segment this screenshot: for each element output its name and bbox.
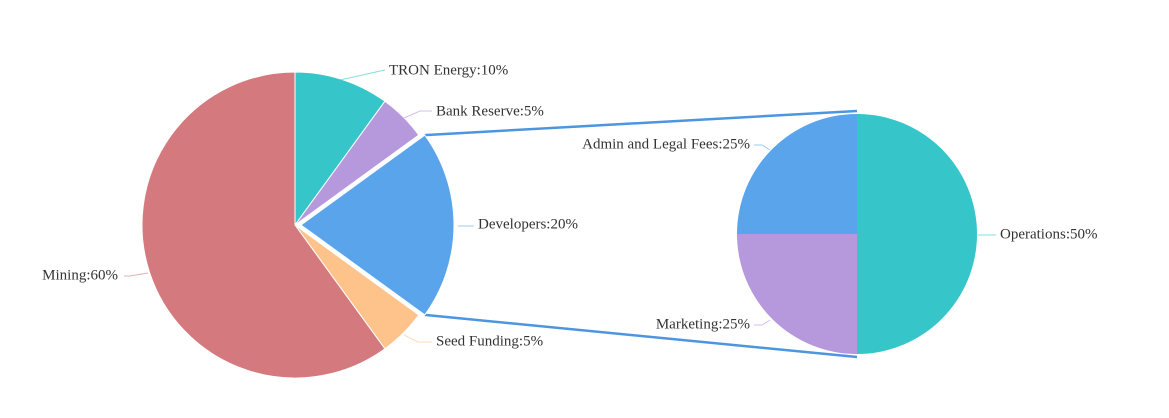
pie-slice-bank-reserve[interactable] (294, 100, 420, 226)
data-label-mining: Mining:60% (42, 267, 118, 283)
pie-slice-mining[interactable] (141, 71, 386, 379)
data-label-bank-reserve: Bank Reserve:5% (436, 103, 544, 119)
label-line-mining (124, 272, 149, 277)
breakdown-pie: Operations:50% Marketing:25% Admin and Leg… (582, 114, 1097, 354)
label-line-admin-and-legal-fees (754, 144, 771, 151)
label-line-bank-reserve (403, 110, 432, 119)
data-label-tron-energy: TRON Energy:10% (389, 62, 508, 78)
data-label-operations: Operations:50% (1000, 226, 1097, 242)
label-line-seed-funding (403, 334, 432, 343)
breakdown-slice-admin-and-legal-fees[interactable] (737, 114, 857, 234)
main-pie: TRON Energy:10% Bank Reserve:5% Developers… (42, 62, 578, 379)
data-label-admin-and-legal-fees: Admin and Legal Fees:25% (582, 136, 750, 152)
data-label-seed-funding: Seed Funding:5% (436, 333, 543, 349)
data-label-developers: Developers:20% (478, 216, 578, 232)
connector-lines (424, 109, 858, 359)
breakdown-slice-marketing[interactable] (737, 234, 857, 354)
connector-line-bottom (424, 313, 858, 359)
connector-line-top (424, 109, 858, 137)
breakdown-slice-operations[interactable] (857, 114, 977, 354)
pie-slice-developers[interactable] (300, 134, 455, 316)
data-label-marketing: Marketing:25% (656, 316, 750, 332)
label-line-tron-energy (339, 69, 386, 81)
label-line-marketing (754, 319, 771, 326)
